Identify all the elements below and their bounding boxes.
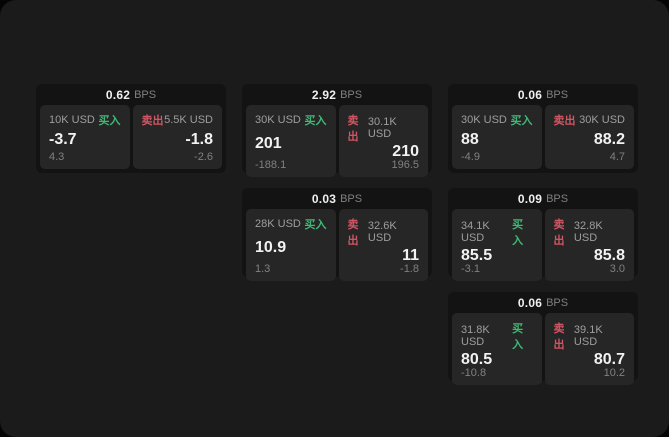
buy-label: 买入: [98, 115, 121, 127]
spread-value: 0.03: [311, 191, 337, 206]
buy-size: 30K USD: [461, 114, 507, 126]
buy-price: 201: [255, 135, 282, 152]
quote-panels: 30K USD 买入 88 -4.9 卖出 30K USD 88.2 4.7: [452, 105, 634, 169]
sell-label: 卖出: [347, 219, 359, 247]
quote-panels: 34.1K USD 买入 85.5 -3.1 卖出 32.8K USD 85.8…: [452, 209, 634, 281]
spread-unit: BPS: [340, 192, 363, 205]
sell-panel[interactable]: 卖出 30K USD 88.2 4.7: [544, 105, 634, 169]
buy-panel[interactable]: 34.1K USD 买入 85.5 -3.1: [452, 209, 542, 281]
buy-change: -10.8: [461, 367, 487, 379]
quote-card: 2.92 BPS 30K USD 买入 201 -188.1 卖出 30.1K …: [242, 84, 432, 177]
spread-value: 2.92: [311, 87, 337, 102]
buy-panel[interactable]: 28K USD 买入 10.9 1.3: [246, 209, 336, 281]
spread-header: 0.06 BPS: [448, 292, 638, 313]
spread-value: 0.09: [517, 191, 543, 206]
sell-price: 88.2: [593, 131, 625, 148]
quote-card: 0.62 BPS 10K USD 买入 -3.7 4.3 卖出 5.5K USD…: [36, 84, 226, 173]
quote-panels: 30K USD 买入 201 -188.1 卖出 30.1K USD 210 1…: [246, 105, 428, 177]
sell-size: 5.5K USD: [164, 114, 213, 126]
sell-price: 85.8: [593, 247, 625, 264]
sell-price: 80.7: [593, 351, 625, 368]
buy-panel[interactable]: 30K USD 买入 88 -4.9: [452, 105, 542, 169]
sell-panel[interactable]: 卖出 32.8K USD 85.8 3.0: [544, 209, 634, 281]
quote-card: 0.06 BPS 31.8K USD 买入 80.5 -10.8 卖出 39.1…: [448, 292, 638, 385]
buy-price: 85.5: [461, 247, 493, 264]
sell-label: 卖出: [347, 115, 359, 143]
spread-value: 0.62: [105, 87, 131, 102]
sell-change: 4.7: [609, 151, 625, 163]
spread-header: 0.09 BPS: [448, 188, 638, 209]
quote-card: 0.09 BPS 34.1K USD 买入 85.5 -3.1 卖出 32.8K…: [448, 188, 638, 281]
buy-panel[interactable]: 10K USD 买入 -3.7 4.3: [40, 105, 130, 169]
sell-label: 卖出: [141, 115, 164, 127]
sell-size: 32.8K USD: [573, 220, 603, 244]
sell-label: 卖出: [553, 219, 565, 247]
spread-header: 0.03 BPS: [242, 188, 432, 209]
buy-label: 买入: [512, 323, 524, 351]
sell-label: 卖出: [553, 323, 565, 351]
sell-panel[interactable]: 卖出 39.1K USD 80.7 10.2: [544, 313, 634, 385]
spread-value: 0.06: [517, 87, 543, 102]
buy-size: 10K USD: [49, 114, 95, 126]
buy-change: 1.3: [255, 263, 271, 275]
sell-change: 196.5: [391, 159, 419, 171]
buy-panel[interactable]: 30K USD 买入 201 -188.1: [246, 105, 336, 177]
spread-unit: BPS: [546, 192, 569, 205]
sell-panel[interactable]: 卖出 5.5K USD -1.8 -2.6: [132, 105, 222, 169]
buy-change: -3.1: [461, 263, 480, 275]
sell-change: -1.8: [400, 263, 419, 275]
buy-label: 买入: [304, 115, 327, 127]
spread-unit: BPS: [546, 296, 569, 309]
spread-unit: BPS: [340, 88, 363, 101]
sell-change: -2.6: [194, 151, 213, 163]
buy-size: 28K USD: [255, 218, 301, 230]
sell-size: 32.6K USD: [367, 220, 397, 244]
buy-panel[interactable]: 31.8K USD 买入 80.5 -10.8: [452, 313, 542, 385]
buy-price: 10.9: [255, 239, 287, 256]
quote-panels: 31.8K USD 买入 80.5 -10.8 卖出 39.1K USD 80.…: [452, 313, 634, 385]
buy-size: 30K USD: [255, 114, 301, 126]
buy-size: 31.8K USD: [461, 324, 490, 348]
buy-change: -188.1: [255, 159, 287, 171]
buy-change: -4.9: [461, 151, 480, 163]
sell-price: -1.8: [185, 131, 213, 148]
sell-price: 210: [392, 143, 419, 160]
buy-price: 88: [461, 131, 479, 148]
spread-unit: BPS: [134, 88, 157, 101]
sell-change: 10.2: [603, 367, 625, 379]
spread-header: 0.62 BPS: [36, 84, 226, 105]
sell-change: 3.0: [609, 263, 625, 275]
buy-label: 买入: [510, 115, 533, 127]
buy-change: 4.3: [49, 151, 65, 163]
sell-price: 11: [402, 247, 419, 264]
quote-panels: 28K USD 买入 10.9 1.3 卖出 32.6K USD 11 -1.8: [246, 209, 428, 281]
quote-panels: 10K USD 买入 -3.7 4.3 卖出 5.5K USD -1.8 -2.…: [40, 105, 222, 169]
quote-card: 0.06 BPS 30K USD 买入 88 -4.9 卖出 30K USD 8…: [448, 84, 638, 173]
spread-header: 0.06 BPS: [448, 84, 638, 105]
spread-value: 0.06: [517, 295, 543, 310]
sell-size: 30K USD: [579, 114, 625, 126]
sell-panel[interactable]: 卖出 32.6K USD 11 -1.8: [338, 209, 428, 281]
buy-label: 买入: [304, 219, 327, 231]
spread-unit: BPS: [546, 88, 569, 101]
buy-size: 34.1K USD: [461, 220, 490, 244]
buy-price: 80.5: [461, 351, 493, 368]
sell-label: 卖出: [553, 115, 576, 127]
sell-panel[interactable]: 卖出 30.1K USD 210 196.5: [338, 105, 428, 177]
spread-header: 2.92 BPS: [242, 84, 432, 105]
sell-size: 39.1K USD: [573, 324, 603, 348]
buy-price: -3.7: [49, 131, 77, 148]
quote-card: 0.03 BPS 28K USD 买入 10.9 1.3 卖出 32.6K US…: [242, 188, 432, 281]
sell-size: 30.1K USD: [367, 116, 397, 140]
buy-label: 买入: [512, 219, 524, 247]
